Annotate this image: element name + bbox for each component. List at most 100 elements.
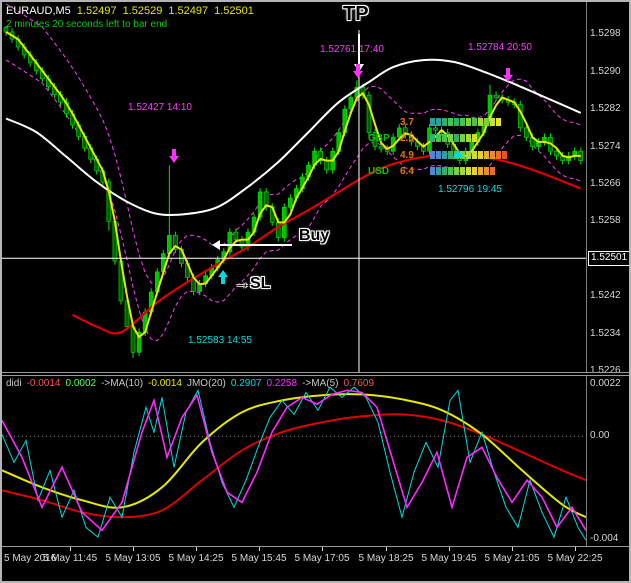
strength-bar-segment — [466, 151, 471, 159]
strength-bar-segment — [460, 118, 465, 126]
main-chart-canvas[interactable] — [2, 2, 586, 372]
strength-meter-row: GBP 2.5 — [366, 133, 516, 144]
strength-meter-row: 4.9 — [366, 150, 516, 161]
time-axis[interactable]: 5 May 2016 5 May 11:45 5 May 13:05 5 May 14… — [2, 547, 629, 581]
strength-bar-segment — [478, 118, 483, 126]
time-axis-label: 5 May 21:05 — [484, 553, 540, 564]
time-axis-tick — [196, 547, 197, 551]
strength-marker-arrow-icon — [453, 149, 463, 158]
price-axis-label: 1.5258 — [590, 215, 621, 227]
price-axis[interactable]: 1.52501 1.5298 1.5290 1.5282 1.5274 1.5266 1.… — [586, 2, 629, 547]
signal-price-tag: 1.52583 14:55 — [188, 335, 252, 346]
strength-bar-segment — [472, 134, 477, 142]
buy-signal-arrow — [218, 270, 228, 284]
indicator-header-value: didi — [6, 378, 22, 389]
price-axis-label: 1.5226 — [590, 364, 621, 376]
strength-bar-segment — [436, 134, 441, 142]
signal-price-tag: 1.52761 17:40 — [320, 44, 384, 55]
strength-bar-segment — [442, 134, 447, 142]
signal-price-tag: 1.52784 20:50 — [468, 42, 532, 53]
indicator-line-jmo_fast_cyan — [2, 386, 586, 541]
price-axis-label: 1.5242 — [590, 290, 621, 302]
time-axis-label: 5 May 19:45 — [421, 553, 477, 564]
indicator-axis-label: 0.00 — [590, 430, 610, 442]
indicator-canvas[interactable] — [2, 376, 586, 546]
price-axis-label: 1.5234 — [590, 327, 621, 339]
strength-bar-segment — [490, 118, 495, 126]
sell-signal-arrow — [353, 64, 363, 78]
strength-bar-segment — [454, 167, 459, 175]
ohlc-high: 1.52529 — [122, 5, 163, 17]
strength-bar-segment — [430, 151, 435, 159]
currency-strength-meter: 3.7 GBP 2.5 4.9 USD 6.4 — [366, 117, 516, 187]
time-axis-label: 5 May 14:25 — [168, 553, 224, 564]
price-axis-label: 1.5290 — [590, 65, 621, 77]
yellow-ma-line — [5, 31, 581, 339]
indicator-header: didi -0.0014 0.0002 ->MA(10) -0.0014 JMO(20) 0… — [6, 378, 379, 389]
indicator-header-value: JMO(20) — [186, 378, 226, 389]
strength-bar-segment — [442, 167, 447, 175]
bar-countdown-text: 2 minutes 20 seconds left to bar end — [6, 19, 168, 30]
strength-bar-segment — [448, 134, 453, 142]
time-axis-tick — [386, 547, 387, 551]
strength-value: 6.4 — [400, 166, 414, 177]
time-axis-label: 5 May 15:45 — [231, 553, 287, 564]
indicator-axis-label: -0.004 — [590, 533, 619, 544]
symbol-timeframe: EURAUD,M5 — [6, 5, 71, 17]
indicator-header-value: 0.2907 — [230, 378, 262, 389]
signal-price-tag: 1.52427 14:10 — [128, 102, 192, 113]
panel-splitter[interactable] — [2, 372, 629, 376]
strength-value: 3.7 — [400, 117, 414, 128]
price-axis-label: 1.5266 — [590, 177, 621, 189]
strength-bar-segment — [496, 118, 501, 126]
price-axis-label: 1.5274 — [590, 140, 621, 152]
strength-bar-segment — [478, 167, 483, 175]
ohlc-close: 1.52501 — [214, 5, 254, 17]
strength-value: 4.9 — [400, 150, 414, 161]
strength-bar-segment — [436, 167, 441, 175]
time-axis-tick — [133, 547, 134, 551]
indicator-line-red_ma — [2, 413, 586, 519]
time-axis-label: 5 May 13:05 — [105, 553, 161, 564]
strength-bar-segment — [472, 151, 477, 159]
strength-bar-segment — [442, 151, 447, 159]
sell-signal-arrow — [503, 68, 513, 82]
axis-separator — [2, 546, 629, 547]
indicator-header-value: -0.0014 — [26, 378, 61, 389]
time-axis-tick — [575, 547, 576, 551]
time-axis-tick — [512, 547, 513, 551]
indicator-header-value: ->MA(5) — [302, 378, 339, 389]
strength-bar-segment — [430, 118, 435, 126]
chart-title: EURAUD,M5 1.52497 1.52529 1.52497 1.52501 — [6, 5, 254, 17]
price-axis-label: 1.5282 — [590, 103, 621, 115]
time-axis-tick — [259, 547, 260, 551]
indicator-line-yellow_ma — [2, 393, 586, 519]
strength-bar-segment — [484, 167, 489, 175]
strength-bar-segment — [430, 167, 435, 175]
candles — [3, 25, 584, 358]
strength-bar-segment — [490, 151, 495, 159]
time-axis-label: 5 May 11:45 — [42, 553, 98, 564]
strength-bar-segment — [466, 134, 471, 142]
strength-bar-segment — [454, 118, 459, 126]
time-axis-tick — [70, 547, 71, 551]
signal-price-tag: 1.52796 19:45 — [438, 184, 502, 195]
indicator-line-jmo_slow_magenta — [2, 389, 586, 532]
buy-arrow — [212, 240, 292, 250]
strength-bar-segment — [484, 151, 489, 159]
strength-bar-segment — [436, 151, 441, 159]
ohlc-open: 1.52497 — [76, 5, 117, 17]
currency-label: USD — [368, 166, 390, 177]
strength-bar-segment — [436, 118, 441, 126]
strength-bar-segment — [484, 118, 489, 126]
indicator-header-value: 0.0002 — [65, 378, 97, 389]
tp-annotation: TP — [343, 3, 369, 25]
strength-bar-segment — [460, 134, 465, 142]
strength-bar-segment — [442, 118, 447, 126]
buy-annotation: Buy — [299, 227, 330, 244]
strength-bar-segment — [430, 134, 435, 142]
indicator-header-value: 0.2258 — [266, 378, 298, 389]
price-axis-label: 1.5298 — [590, 28, 621, 40]
time-axis-label: 5 May 2016 — [4, 553, 57, 564]
